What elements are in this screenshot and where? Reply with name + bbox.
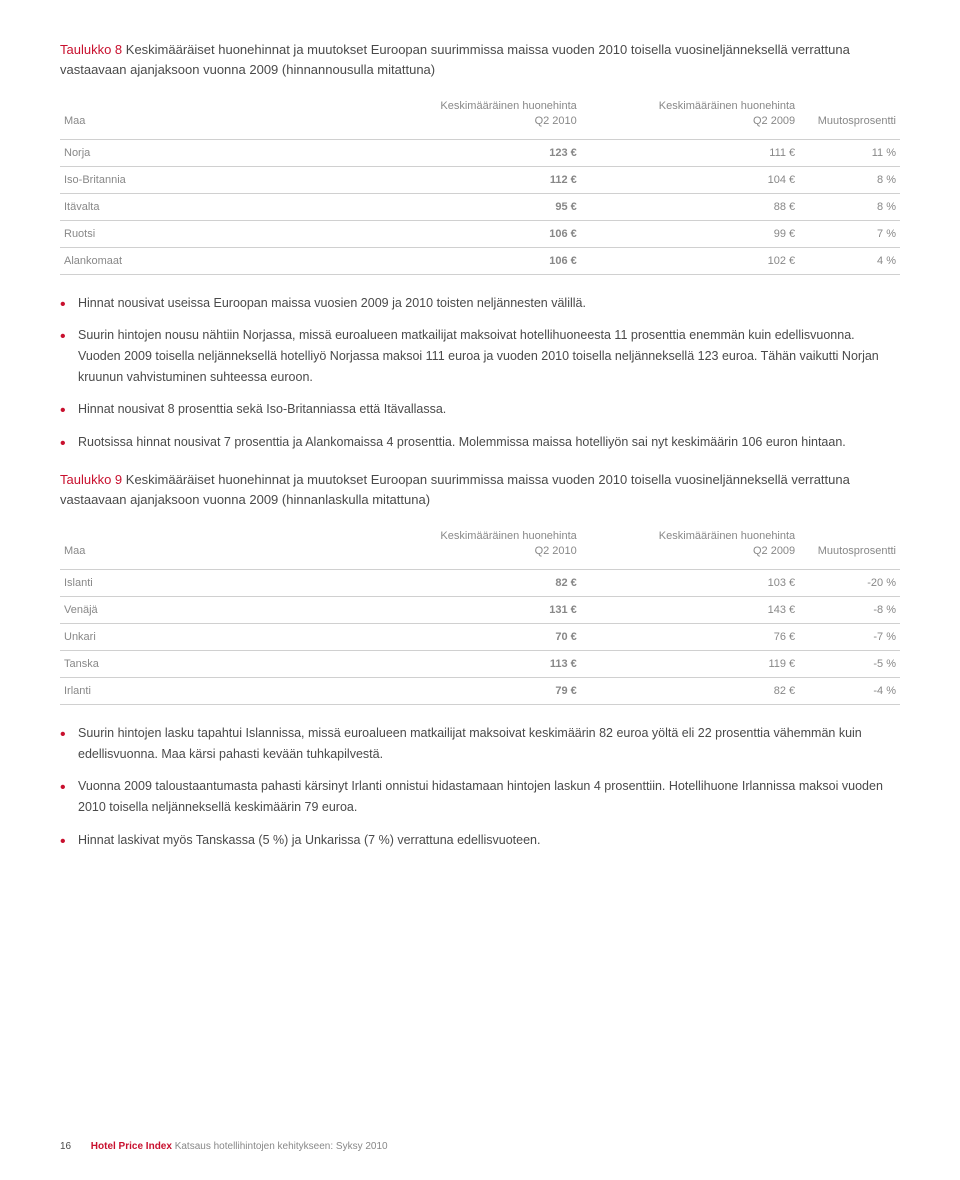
table1-title: Taulukko 8 Keskimääräiset huonehinnat ja… xyxy=(60,40,900,79)
table1-header-row: Maa Keskimääräinen huonehinta Q2 2010 Ke… xyxy=(60,93,900,139)
row-change: 4 % xyxy=(799,247,900,274)
row-change: -20 % xyxy=(799,570,900,597)
row-change: 11 % xyxy=(799,139,900,166)
bullets2: Suurin hintojen lasku tapahtui Islanniss… xyxy=(60,723,900,850)
row-price-2010: 123 € xyxy=(362,139,580,166)
table2-title-rest: Keskimääräiset huonehinnat ja muutokset … xyxy=(60,472,850,507)
row-price-2009: 143 € xyxy=(581,597,799,624)
table2-title: Taulukko 9 Keskimääräiset huonehinnat ja… xyxy=(60,470,900,509)
row-price-2010: 131 € xyxy=(362,597,580,624)
footer-rest: Katsaus hotellihintojen kehitykseen: Syk… xyxy=(172,1141,388,1152)
table-row: Ruotsi106 €99 €7 % xyxy=(60,220,900,247)
row-price-2010: 112 € xyxy=(362,166,580,193)
table1-col-2010: Keskimääräinen huonehinta Q2 2010 xyxy=(362,93,580,139)
table-row: Irlanti79 €82 €-4 % xyxy=(60,678,900,705)
table1: Maa Keskimääräinen huonehinta Q2 2010 Ke… xyxy=(60,93,900,275)
list-item: Hinnat laskivat myös Tanskassa (5 %) ja … xyxy=(60,830,900,851)
list-item: Ruotsissa hinnat nousivat 7 prosenttia j… xyxy=(60,432,900,453)
table1-col-change: Muutosprosentti xyxy=(799,93,900,139)
page-footer: 16 Hotel Price Index Katsaus hotellihint… xyxy=(60,1141,388,1152)
list-item: Suurin hintojen lasku tapahtui Islanniss… xyxy=(60,723,900,764)
row-price-2009: 111 € xyxy=(581,139,799,166)
bullets1: Hinnat nousivat useissa Euroopan maissa … xyxy=(60,293,900,453)
row-change: -8 % xyxy=(799,597,900,624)
table2-col-change: Muutosprosentti xyxy=(799,523,900,569)
row-price-2010: 113 € xyxy=(362,651,580,678)
row-price-2010: 70 € xyxy=(362,624,580,651)
table-row: Itävalta95 €88 €8 % xyxy=(60,193,900,220)
row-price-2009: 82 € xyxy=(581,678,799,705)
row-change: 8 % xyxy=(799,193,900,220)
row-price-2009: 104 € xyxy=(581,166,799,193)
list-item: Suurin hintojen nousu nähtiin Norjassa, … xyxy=(60,325,900,387)
row-price-2010: 106 € xyxy=(362,220,580,247)
row-name: Iso-Britannia xyxy=(60,166,362,193)
footer-brand: Hotel Price Index xyxy=(91,1141,172,1152)
row-name: Irlanti xyxy=(60,678,362,705)
list-item: Hinnat nousivat 8 prosenttia sekä Iso-Br… xyxy=(60,399,900,420)
table1-col-2009: Keskimääräinen huonehinta Q2 2009 xyxy=(581,93,799,139)
row-name: Venäjä xyxy=(60,597,362,624)
table-row: Venäjä131 €143 €-8 % xyxy=(60,597,900,624)
row-name: Ruotsi xyxy=(60,220,362,247)
row-price-2010: 79 € xyxy=(362,678,580,705)
table1-col-maa: Maa xyxy=(60,93,362,139)
row-change: 8 % xyxy=(799,166,900,193)
row-change: -5 % xyxy=(799,651,900,678)
row-change: -7 % xyxy=(799,624,900,651)
row-price-2010: 95 € xyxy=(362,193,580,220)
table-row: Islanti82 €103 €-20 % xyxy=(60,570,900,597)
table-row: Unkari70 €76 €-7 % xyxy=(60,624,900,651)
table2: Maa Keskimääräinen huonehinta Q2 2010 Ke… xyxy=(60,523,900,705)
table2-col-2009: Keskimääräinen huonehinta Q2 2009 xyxy=(581,523,799,569)
row-name: Alankomaat xyxy=(60,247,362,274)
table2-header-row: Maa Keskimääräinen huonehinta Q2 2010 Ke… xyxy=(60,523,900,569)
row-price-2009: 103 € xyxy=(581,570,799,597)
list-item: Hinnat nousivat useissa Euroopan maissa … xyxy=(60,293,900,314)
row-price-2009: 99 € xyxy=(581,220,799,247)
table2-col-maa: Maa xyxy=(60,523,362,569)
table1-title-rest: Keskimääräiset huonehinnat ja muutokset … xyxy=(60,42,850,77)
table-row: Tanska113 €119 €-5 % xyxy=(60,651,900,678)
row-name: Islanti xyxy=(60,570,362,597)
row-price-2009: 119 € xyxy=(581,651,799,678)
table-row: Iso-Britannia112 €104 €8 % xyxy=(60,166,900,193)
row-name: Unkari xyxy=(60,624,362,651)
row-name: Itävalta xyxy=(60,193,362,220)
row-name: Norja xyxy=(60,139,362,166)
table1-title-accent: Taulukko 8 xyxy=(60,42,122,57)
table-row: Alankomaat106 €102 €4 % xyxy=(60,247,900,274)
list-item: Vuonna 2009 taloustaantumasta pahasti kä… xyxy=(60,776,900,817)
row-price-2009: 76 € xyxy=(581,624,799,651)
page-number: 16 xyxy=(60,1141,88,1152)
row-price-2009: 88 € xyxy=(581,193,799,220)
row-price-2010: 106 € xyxy=(362,247,580,274)
row-price-2010: 82 € xyxy=(362,570,580,597)
table-row: Norja123 €111 €11 % xyxy=(60,139,900,166)
row-change: -4 % xyxy=(799,678,900,705)
table2-title-accent: Taulukko 9 xyxy=(60,472,122,487)
row-name: Tanska xyxy=(60,651,362,678)
table2-col-2010: Keskimääräinen huonehinta Q2 2010 xyxy=(362,523,580,569)
row-change: 7 % xyxy=(799,220,900,247)
row-price-2009: 102 € xyxy=(581,247,799,274)
